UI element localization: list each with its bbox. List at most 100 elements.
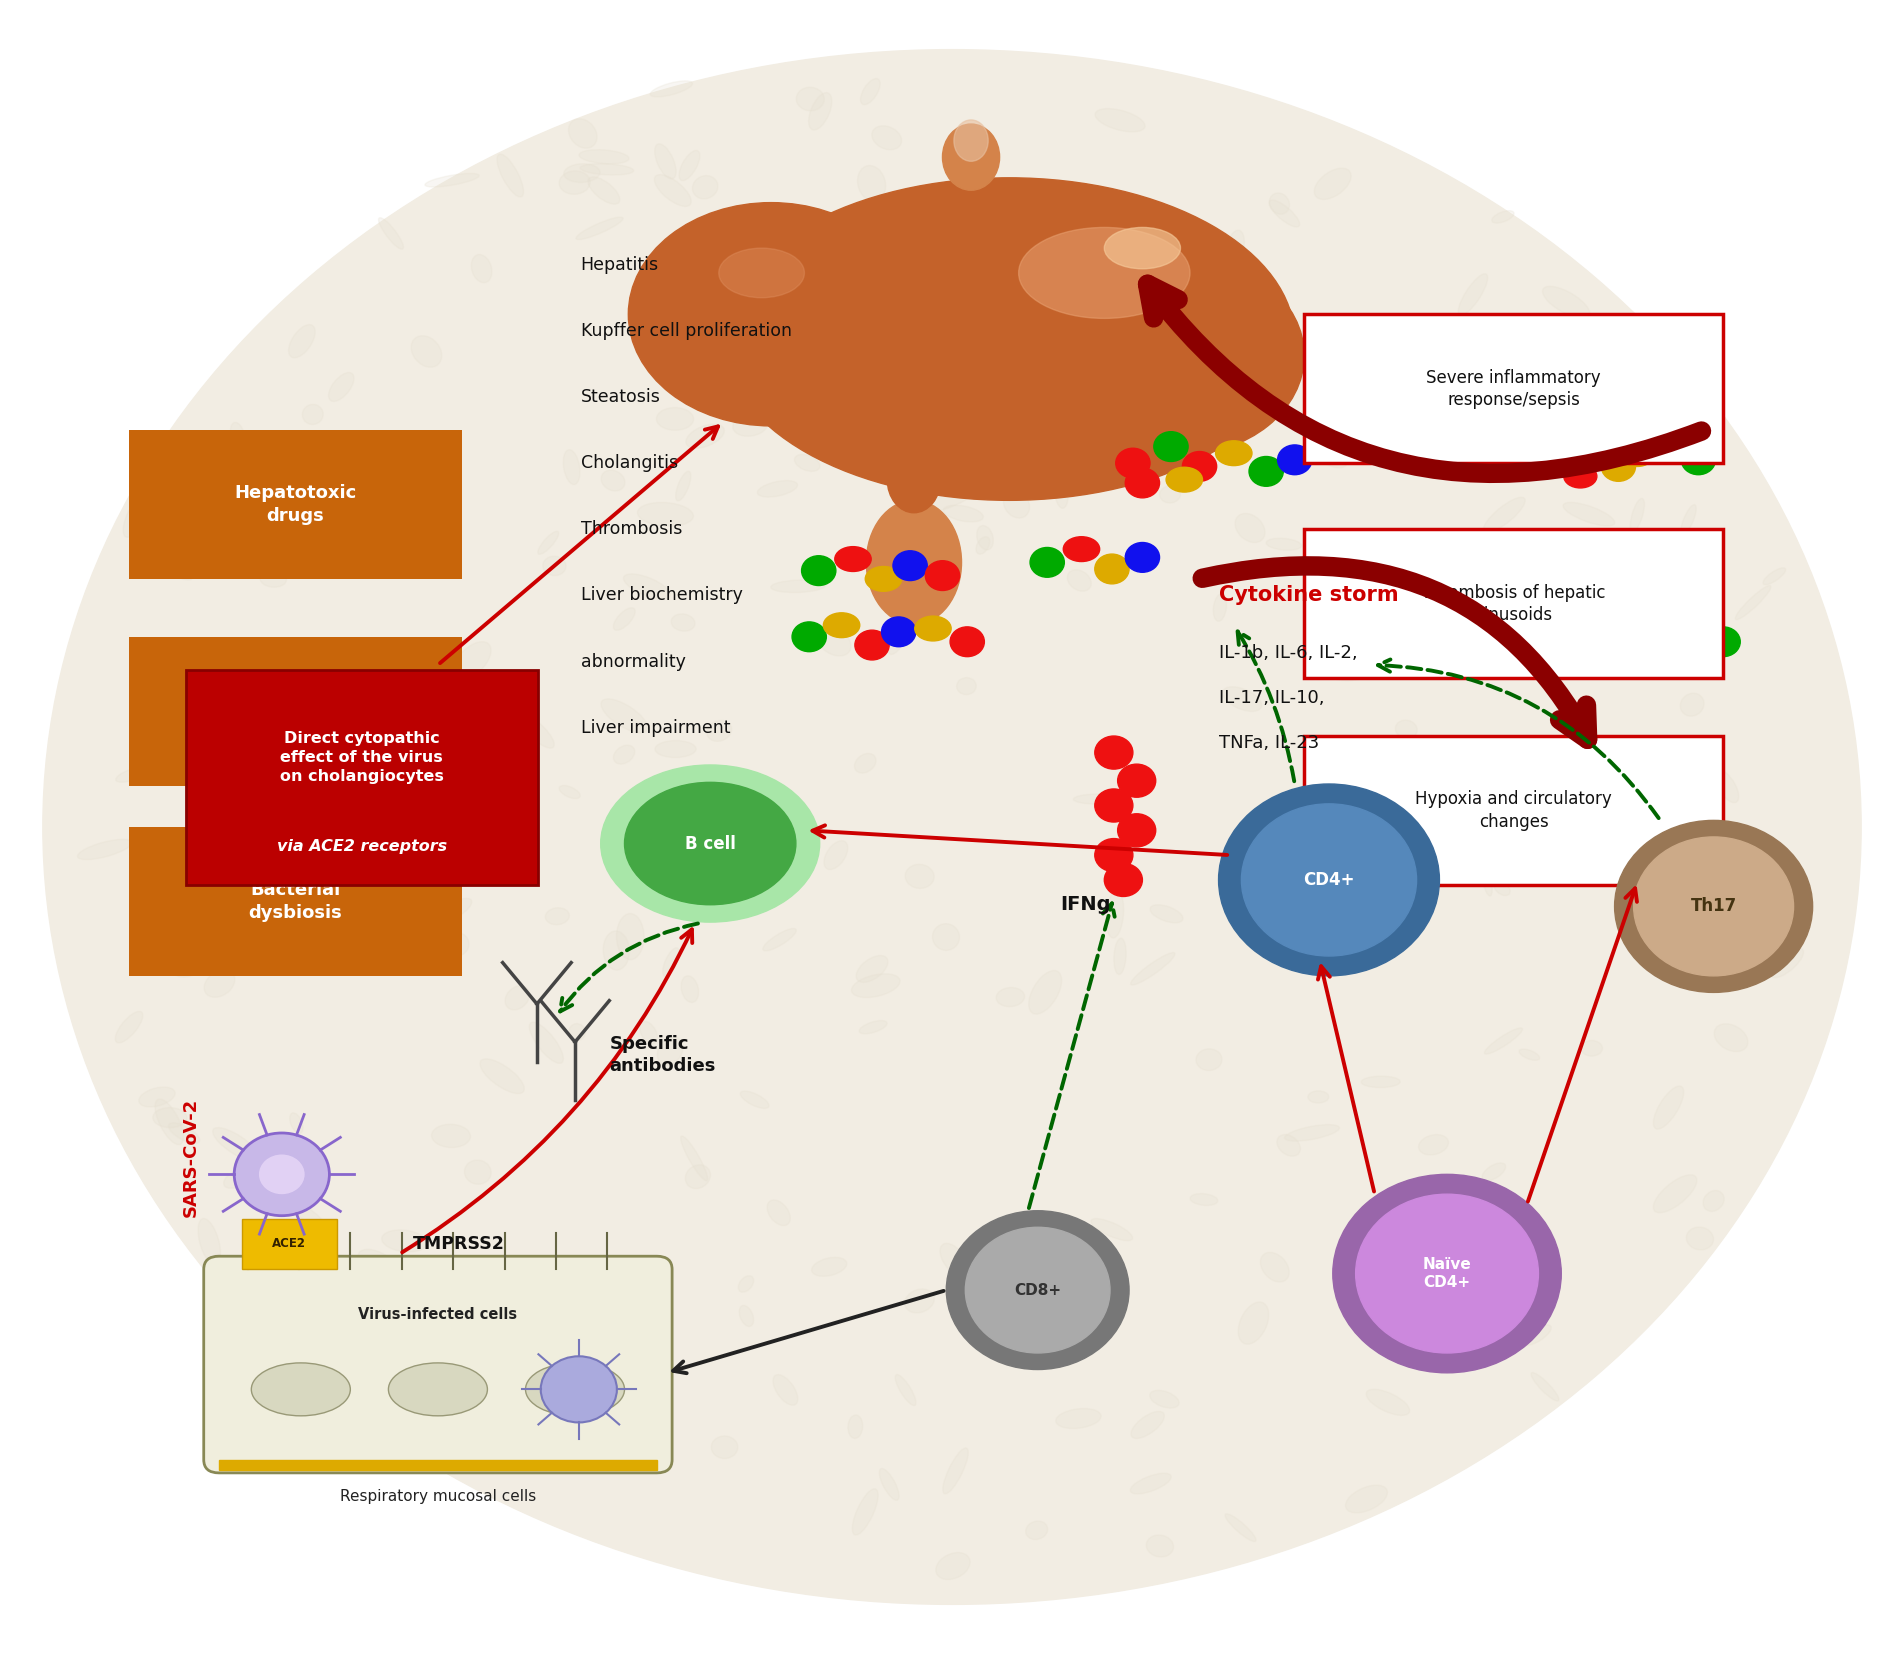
Ellipse shape xyxy=(1057,256,1304,455)
Ellipse shape xyxy=(1131,1474,1171,1494)
Ellipse shape xyxy=(1015,1292,1041,1333)
FancyBboxPatch shape xyxy=(242,1219,337,1269)
Text: SARS-CoV-2: SARS-CoV-2 xyxy=(181,1098,200,1217)
Ellipse shape xyxy=(1653,1174,1696,1212)
Ellipse shape xyxy=(560,170,590,194)
Ellipse shape xyxy=(1165,289,1200,324)
Ellipse shape xyxy=(1607,447,1622,470)
Ellipse shape xyxy=(579,151,628,164)
Circle shape xyxy=(1333,1174,1561,1373)
Ellipse shape xyxy=(1215,442,1253,466)
Ellipse shape xyxy=(1582,427,1616,450)
Ellipse shape xyxy=(741,1092,769,1108)
Ellipse shape xyxy=(933,923,960,951)
Circle shape xyxy=(1118,814,1156,847)
Ellipse shape xyxy=(347,663,396,690)
Ellipse shape xyxy=(880,1469,899,1500)
Circle shape xyxy=(1681,445,1716,475)
Ellipse shape xyxy=(1519,1049,1540,1060)
Ellipse shape xyxy=(710,829,724,844)
Ellipse shape xyxy=(1081,235,1108,266)
Ellipse shape xyxy=(1439,784,1466,814)
Ellipse shape xyxy=(706,721,731,741)
Text: Liver impairment: Liver impairment xyxy=(581,719,731,736)
Circle shape xyxy=(1356,1194,1538,1353)
Circle shape xyxy=(925,561,960,590)
Ellipse shape xyxy=(1377,422,1388,461)
Text: Hypoxia and circulatory
changes: Hypoxia and circulatory changes xyxy=(1415,791,1613,830)
Ellipse shape xyxy=(1260,1252,1289,1282)
Ellipse shape xyxy=(1053,470,1068,508)
Ellipse shape xyxy=(141,688,183,716)
Ellipse shape xyxy=(733,414,767,437)
Ellipse shape xyxy=(204,969,234,997)
Ellipse shape xyxy=(168,954,202,978)
Circle shape xyxy=(1030,547,1064,577)
Ellipse shape xyxy=(194,736,242,758)
Ellipse shape xyxy=(1483,498,1525,533)
Ellipse shape xyxy=(918,491,971,513)
Ellipse shape xyxy=(1563,465,1597,488)
Ellipse shape xyxy=(1308,1092,1329,1103)
Ellipse shape xyxy=(824,840,847,870)
Ellipse shape xyxy=(1367,744,1398,791)
Ellipse shape xyxy=(1462,539,1500,562)
Ellipse shape xyxy=(771,581,826,592)
Ellipse shape xyxy=(124,493,150,538)
Ellipse shape xyxy=(676,471,691,501)
Ellipse shape xyxy=(1074,794,1121,804)
Ellipse shape xyxy=(116,1011,143,1042)
Ellipse shape xyxy=(941,1244,967,1275)
Ellipse shape xyxy=(807,251,834,293)
Text: Liver biochemistry: Liver biochemistry xyxy=(581,587,743,604)
Ellipse shape xyxy=(977,526,994,549)
Ellipse shape xyxy=(1396,719,1417,738)
Ellipse shape xyxy=(1681,504,1696,536)
Ellipse shape xyxy=(358,673,388,691)
Text: TMPRSS2: TMPRSS2 xyxy=(413,1236,505,1252)
Ellipse shape xyxy=(1748,923,1775,946)
Ellipse shape xyxy=(739,1305,754,1327)
Ellipse shape xyxy=(823,614,861,637)
Circle shape xyxy=(1649,432,1683,461)
Ellipse shape xyxy=(177,928,188,944)
Ellipse shape xyxy=(613,746,634,764)
Ellipse shape xyxy=(1270,200,1300,227)
Ellipse shape xyxy=(230,422,246,447)
Ellipse shape xyxy=(432,898,472,925)
Ellipse shape xyxy=(682,1136,708,1181)
Ellipse shape xyxy=(44,50,1860,1604)
Ellipse shape xyxy=(383,1231,426,1252)
Ellipse shape xyxy=(1222,686,1262,711)
Ellipse shape xyxy=(139,1087,175,1107)
Ellipse shape xyxy=(796,88,824,111)
Text: Specific
antibodies: Specific antibodies xyxy=(609,1035,716,1075)
Ellipse shape xyxy=(720,248,803,298)
Ellipse shape xyxy=(1577,609,1615,635)
Ellipse shape xyxy=(693,175,718,198)
Ellipse shape xyxy=(168,551,188,569)
Ellipse shape xyxy=(942,1447,969,1494)
Ellipse shape xyxy=(904,865,935,888)
Ellipse shape xyxy=(1676,620,1714,643)
Ellipse shape xyxy=(472,701,491,738)
Ellipse shape xyxy=(152,1108,187,1128)
Text: Respiratory mucosal cells: Respiratory mucosal cells xyxy=(339,1490,537,1505)
Ellipse shape xyxy=(1495,882,1510,895)
Ellipse shape xyxy=(1531,1373,1559,1401)
Circle shape xyxy=(1241,804,1417,956)
Ellipse shape xyxy=(411,336,442,367)
Ellipse shape xyxy=(1590,556,1628,579)
Ellipse shape xyxy=(680,151,701,180)
Ellipse shape xyxy=(1131,953,1175,986)
Ellipse shape xyxy=(474,1421,505,1454)
FancyBboxPatch shape xyxy=(1304,736,1723,885)
Ellipse shape xyxy=(904,1288,935,1313)
Ellipse shape xyxy=(379,218,404,250)
Circle shape xyxy=(1125,543,1160,572)
Ellipse shape xyxy=(1165,468,1203,493)
Ellipse shape xyxy=(1213,594,1226,622)
Ellipse shape xyxy=(657,407,693,430)
Ellipse shape xyxy=(794,455,821,471)
Ellipse shape xyxy=(198,1219,221,1265)
